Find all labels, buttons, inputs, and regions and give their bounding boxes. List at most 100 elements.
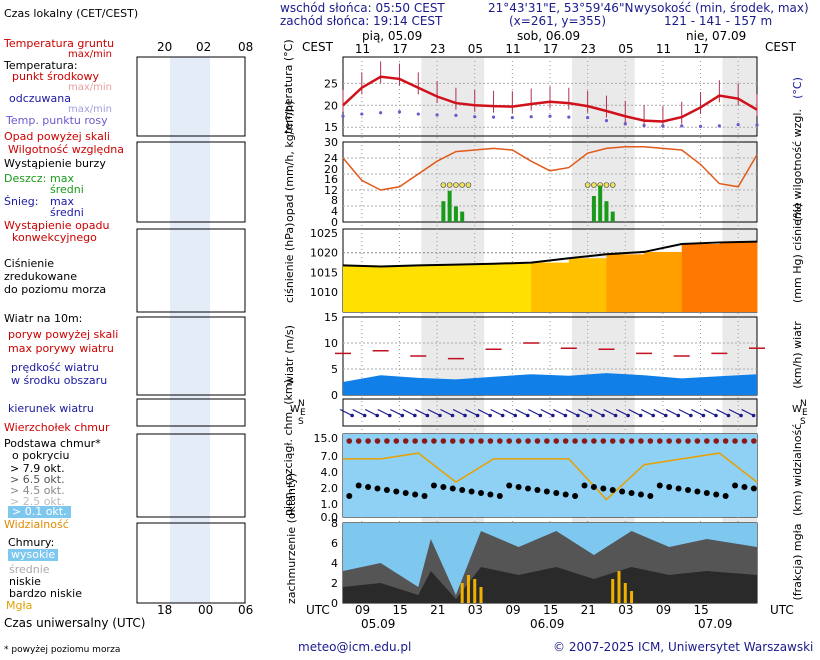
cloud-base-55 [647, 493, 654, 499]
ytick-cov-4: 0 [331, 597, 338, 610]
cloud-top-68.5 [732, 438, 738, 444]
legend-max-gust: max porywy wiatru [8, 342, 114, 355]
wind-arrow-14.5 [390, 408, 403, 417]
cloud-base-34 [515, 484, 522, 490]
pressure-unit-right: (mm Hg) ciśnienie [791, 202, 804, 303]
legend-fog: Mgła [6, 599, 33, 612]
wind-arrow-head-10.5 [375, 413, 380, 418]
rain-bar-1 [447, 190, 452, 222]
cloud-top-56.5 [656, 438, 663, 444]
wind-arrow-62.5 [691, 408, 704, 417]
utc-label-right: UTC [770, 603, 794, 617]
wind-arrow-head-28.5 [488, 413, 492, 418]
dew-point-13 [586, 115, 590, 120]
legend-avg-wind-2: w środku obszaru [11, 374, 108, 387]
legend-snow-max: max [50, 195, 74, 208]
wind-arrow-22.5 [440, 408, 453, 417]
dew-point-19 [698, 124, 703, 128]
cloud-top-49 [609, 438, 616, 444]
wind-arrow-head-54.5 [651, 413, 656, 418]
footer-copyright: © 2007-2025 ICM, Uniwersytet Warszawski [553, 640, 814, 654]
cloud-top-25 [459, 438, 465, 444]
fog-bar-7 [630, 591, 634, 603]
cloud-base-61 [685, 487, 691, 493]
wind-arrow-38.5 [540, 408, 554, 417]
wind-arrow-head-12.5 [387, 413, 392, 418]
cloud-top-71.5 [751, 438, 757, 444]
ytick-prec-7: 0 [331, 216, 338, 229]
cloud-base-22 [440, 484, 447, 490]
wind-arrow-10.5 [364, 408, 378, 417]
wind-arrow-head-16.5 [413, 413, 417, 418]
cloud-top-61 [685, 438, 691, 444]
wind-arrow-head-48.5 [613, 413, 618, 418]
left-hour-2: 02 [196, 40, 212, 54]
utc-hour-7: 03 [618, 603, 634, 617]
cloud-top-32.5 [506, 438, 513, 444]
dew-point-1 [360, 112, 364, 116]
cloud-base-40 [553, 490, 560, 496]
left-frame-dir [136, 398, 246, 427]
left-frame-wind [136, 316, 246, 396]
pressure-fill-4 [493, 263, 532, 312]
wind-arrow-head-56.5 [663, 413, 668, 418]
storm-marker-1 [446, 182, 453, 188]
compass-s-right: S [800, 417, 806, 427]
cloud-base-26.5 [468, 488, 475, 495]
legend-cl-vlow: bardzo niskie [9, 587, 82, 600]
pressure-fill-5 [531, 262, 570, 312]
wind-speed-area [343, 373, 757, 395]
utc-hour-4: 09 [505, 603, 521, 617]
cest-label-left: CEST [302, 40, 333, 54]
cloud-top-67 [722, 438, 729, 444]
wind-arrow-head-18.5 [425, 413, 430, 418]
ytick-cov-2: 4 [331, 557, 338, 570]
cloud-top-41.5 [562, 438, 569, 444]
legend-cloud-base-2: o pokryciu [12, 449, 70, 462]
local-hour-5: 17 [543, 42, 559, 56]
cloud-base-25 [459, 487, 466, 493]
left-frame-temp [136, 56, 246, 137]
wind-arrow-30.5 [490, 408, 503, 417]
storm-marker-5 [584, 182, 591, 188]
left-frame-cov [136, 522, 246, 604]
pressure-fill-1 [380, 266, 419, 312]
rain-bar-5 [598, 185, 603, 222]
utc-hour-0: 09 [354, 603, 371, 617]
cloud-top-20.5 [431, 438, 437, 444]
rain-bar-2 [453, 206, 458, 222]
cloud-top-13 [384, 438, 390, 444]
local-hour-2: 23 [430, 42, 446, 56]
wind-arrow-56.5 [653, 408, 667, 417]
coords-text: 21°43'31"E, 53°59'46"N [488, 1, 634, 15]
cloud-base-56.5 [656, 482, 663, 489]
legend-storm: Wystąpienie burzy [4, 157, 106, 170]
cloud-base-10 [365, 484, 372, 490]
pressure-fill-7 [606, 254, 645, 312]
cloud-base-43 [572, 493, 579, 499]
cest-label-right: CEST [765, 40, 796, 54]
wind-arrow-26.5 [465, 408, 478, 417]
legend-pressure-3: do poziomu morza [4, 283, 107, 296]
compass-n-left: N [298, 399, 305, 409]
left-frame-prec [136, 141, 246, 223]
cloud-base-52 [628, 490, 635, 496]
cloud-base-7 [346, 493, 353, 499]
visibility-line [343, 452, 758, 501]
legend-cl-mid: średnie [9, 563, 50, 576]
cloud-top-43 [572, 438, 578, 444]
compass-n-right: N [800, 399, 807, 409]
wind-arrow-head-64.5 [714, 413, 718, 418]
cloud-top-50.5 [619, 438, 625, 444]
left-hour-3: 08 [238, 40, 254, 54]
compass-w-right: W [792, 404, 802, 415]
cloud-base-50.5 [619, 488, 626, 495]
wind-arrow-34.5 [515, 408, 529, 417]
footer-email[interactable]: meteo@icm.edu.pl [298, 640, 412, 654]
legend-okt-3: > 4.5 okt. [10, 484, 65, 497]
cloud-top-10 [365, 438, 371, 444]
ytick-cld-2: 4.0 [321, 466, 339, 479]
dew-point-6 [454, 113, 458, 117]
utc-hour-9: 15 [693, 603, 709, 617]
